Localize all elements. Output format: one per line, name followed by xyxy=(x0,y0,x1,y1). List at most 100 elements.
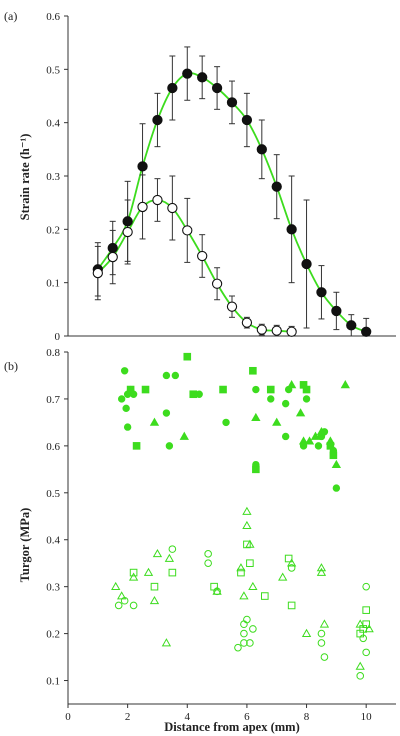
filled-square-point xyxy=(132,442,141,450)
open-series-point xyxy=(152,194,163,206)
filled-series-point xyxy=(182,68,193,79)
open-triangle-point xyxy=(236,563,246,572)
panel-a-y-tick-label: 0.1 xyxy=(46,278,60,290)
filled-square-point xyxy=(141,385,150,394)
open-triangle-point xyxy=(161,638,172,647)
open-triangle-point xyxy=(111,581,121,591)
filled-series-point xyxy=(271,181,282,192)
filled-series-point xyxy=(331,305,342,317)
filled-circle-point xyxy=(162,371,171,380)
panel-b-y-tick-label: 0.3 xyxy=(46,582,60,594)
panel-b-y-ticks: 0.1 0.2 0.3 0.4 0.5 0.6 0.7 0.8 xyxy=(46,347,68,688)
open-circle-point xyxy=(240,620,248,629)
open-circle-point xyxy=(317,629,326,638)
filled-series-point xyxy=(137,161,148,172)
panel-b-y-axis-title: Turgor (MPa) xyxy=(18,508,32,583)
open-triangle-point xyxy=(152,549,163,558)
filled-triangle-point xyxy=(325,436,336,445)
filled-triangle-point xyxy=(316,426,327,436)
panel-b-y-tick-label: 0.2 xyxy=(46,629,60,641)
panel-a-y-axis-title: Strain rate (h⁻¹) xyxy=(18,134,32,221)
open-triangle-point xyxy=(164,553,175,562)
open-circle-point xyxy=(240,639,248,647)
panel-b-points xyxy=(111,352,374,680)
open-series-point xyxy=(271,325,282,336)
panel-a-y-tick-label: 0.4 xyxy=(46,118,60,130)
panel-a-label: (a) xyxy=(4,9,17,23)
panel-a-y-tick-label: 0.3 xyxy=(46,171,60,183)
open-square-point xyxy=(129,568,138,577)
panel-a-series xyxy=(92,46,372,337)
open-triangle-point xyxy=(319,619,330,628)
open-square-point xyxy=(150,582,159,591)
open-circle-point xyxy=(249,625,257,633)
filled-series-point xyxy=(226,97,238,108)
open-square-point xyxy=(287,601,296,610)
open-series-point xyxy=(92,267,103,279)
filled-circle-point xyxy=(302,395,311,403)
panel-b-x-tick-label: 8 xyxy=(304,711,310,723)
filled-series-point xyxy=(256,144,267,155)
open-triangle-point xyxy=(242,506,252,515)
filled-triangle-point xyxy=(340,380,350,389)
filled-triangle-point xyxy=(310,431,321,440)
filled-circle-point xyxy=(281,399,290,408)
open-series-point xyxy=(137,201,148,213)
open-series-point xyxy=(122,226,133,238)
filled-circle-point xyxy=(122,404,130,413)
open-circle-point xyxy=(234,643,242,652)
open-series-point xyxy=(211,278,223,289)
filled-series-point xyxy=(286,224,297,235)
panel-b-label: (b) xyxy=(4,359,18,373)
open-square-point xyxy=(356,629,365,638)
panel-a-y-tick-label: 0.5 xyxy=(46,64,60,76)
filled-circle-point xyxy=(162,409,171,417)
filled-square-point xyxy=(302,385,311,394)
filled-triangle-point xyxy=(272,417,282,426)
filled-triangle-point xyxy=(298,436,309,445)
filled-circle-point xyxy=(314,442,323,450)
filled-circle-point xyxy=(332,484,341,492)
open-circle-point xyxy=(129,601,138,610)
open-series-point xyxy=(286,326,297,337)
open-triangle-point xyxy=(245,539,255,548)
filled-square-point xyxy=(252,465,260,474)
open-square-point xyxy=(168,568,177,577)
open-square-point xyxy=(362,606,370,614)
filled-square-point xyxy=(266,385,275,394)
open-circle-point xyxy=(362,582,370,591)
filled-series-point xyxy=(211,82,223,94)
open-triangle-point xyxy=(242,520,252,530)
panel-b-y-tick-label: 0.5 xyxy=(46,488,60,500)
filled-circle-point xyxy=(123,423,132,431)
panel-a-y-tick-label: 0.2 xyxy=(46,224,60,236)
panel-b-x-tick-label: 6 xyxy=(244,711,250,723)
panel-b-y-tick-label: 0.8 xyxy=(46,347,60,359)
open-circle-point xyxy=(168,545,177,553)
open-circle-point xyxy=(204,559,212,568)
open-triangle-point xyxy=(143,567,154,576)
filled-triangle-point xyxy=(286,380,297,389)
open-series-point xyxy=(241,317,253,328)
open-circle-point xyxy=(362,648,370,657)
panel-b-x-tick-label: 0 xyxy=(65,711,71,723)
panel-b-y-tick-label: 0.7 xyxy=(46,394,60,406)
open-square-point xyxy=(210,582,218,591)
open-series-point xyxy=(226,301,238,312)
open-circle-point xyxy=(246,639,254,647)
filled-triangle-point xyxy=(295,408,306,417)
open-triangle-point xyxy=(212,586,222,595)
filled-circle-point xyxy=(171,371,180,380)
filled-square-point xyxy=(329,451,338,460)
open-series-point xyxy=(256,324,267,335)
open-triangle-point xyxy=(316,567,327,576)
panel-a-y-tick-label: 0 xyxy=(55,331,61,343)
open-square-point xyxy=(246,559,254,568)
open-circle-point xyxy=(240,629,248,638)
open-triangle-point xyxy=(355,661,365,670)
filled-series-point xyxy=(361,326,372,337)
open-circle-point xyxy=(320,653,329,661)
open-triangle-point xyxy=(364,624,374,633)
filled-triangle-point xyxy=(179,431,189,440)
